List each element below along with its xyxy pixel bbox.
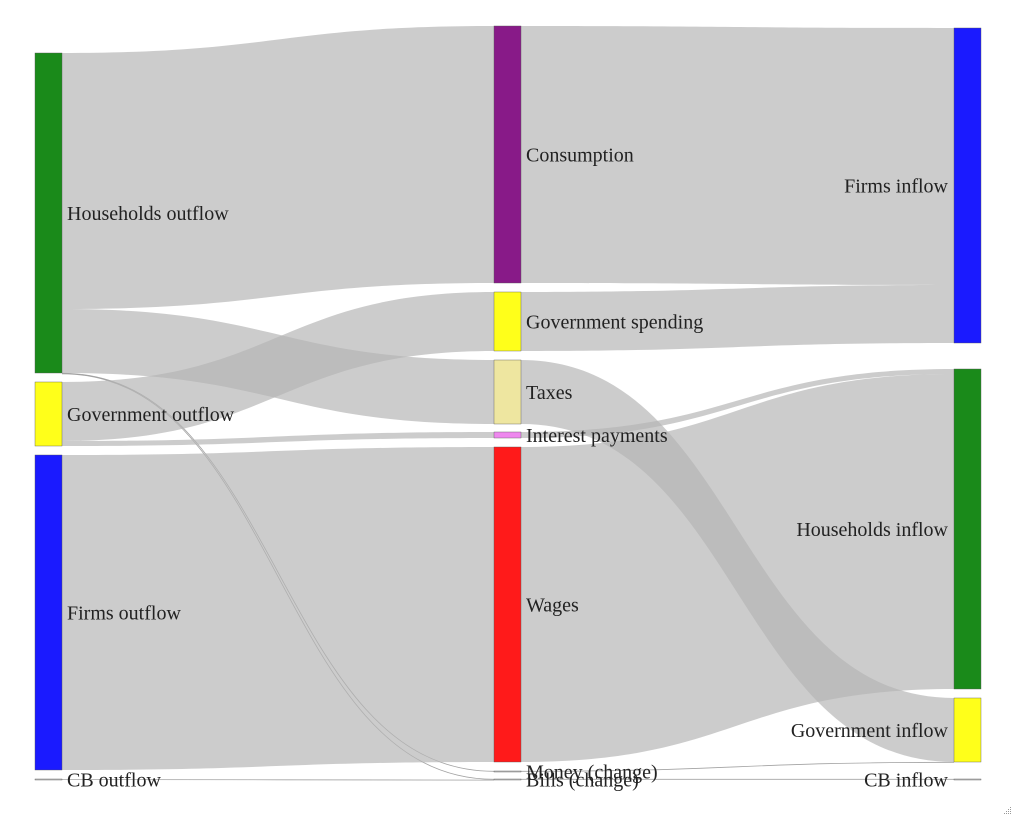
node-hh-out[interactable]: [34, 52, 63, 374]
node-consumption[interactable]: [493, 25, 522, 284]
node-label-firms-out: Firms outflow: [67, 603, 181, 625]
node-money[interactable]: [493, 770, 522, 773]
sankey-labels: Households outflow Government outflow Firm…: [67, 145, 949, 792]
node-label-wages: Wages: [526, 595, 579, 617]
link-interest-to-hh-in[interactable]: [521, 369, 954, 438]
link-consumption-to-firms-in[interactable]: [521, 26, 954, 285]
node-gov-in[interactable]: [953, 697, 982, 763]
sankey-links: [61, 26, 955, 781]
node-label-interest: Interest payments: [526, 425, 668, 447]
node-label-bills: Bills (change): [526, 770, 639, 792]
node-interest[interactable]: [493, 431, 522, 439]
node-label-hh-out: Households outflow: [67, 203, 229, 225]
resize-handle-icon[interactable]: [1004, 807, 1012, 815]
node-taxes[interactable]: [493, 359, 522, 425]
link-hh-out-to-consumption[interactable]: [62, 26, 494, 309]
node-label-cb-out: CB outflow: [67, 770, 161, 792]
node-hh-in[interactable]: [953, 368, 982, 690]
node-gov-out[interactable]: [34, 381, 63, 447]
node-label-hh-in: Households inflow: [796, 519, 948, 541]
node-cb-out[interactable]: [34, 778, 63, 781]
link-wages-to-hh-in[interactable]: [521, 374, 954, 762]
node-label-cb-in: CB inflow: [864, 770, 948, 792]
node-label-money: Money (change): [526, 762, 658, 784]
link-money-to-cb-in[interactable]: [520, 761, 955, 772]
node-cb-in[interactable]: [953, 778, 982, 781]
node-wages[interactable]: [493, 446, 522, 763]
node-bills[interactable]: [493, 778, 522, 781]
node-firms-in[interactable]: [953, 27, 982, 344]
sankey-nodes: [34, 25, 982, 781]
node-label-consumption: Consumption: [526, 145, 634, 167]
node-label-firms-in: Firms inflow: [844, 176, 948, 198]
node-label-taxes: Taxes: [526, 382, 573, 404]
node-gov-spending[interactable]: [493, 291, 522, 352]
node-label-gov-out: Government outflow: [67, 404, 235, 426]
node-label-gov-spending: Government spending: [526, 312, 703, 334]
link-gov-out-to-interest[interactable]: [62, 432, 494, 446]
link-firms-out-to-wages[interactable]: [62, 447, 494, 770]
link-gov-spending-to-firms-in[interactable]: [521, 285, 954, 351]
link-cb-out-to-bills[interactable]: [61, 779, 495, 781]
link-gov-out-to-gov-spending[interactable]: [62, 292, 494, 441]
node-firms-out[interactable]: [34, 454, 63, 771]
node-label-gov-in: Government inflow: [791, 720, 949, 742]
